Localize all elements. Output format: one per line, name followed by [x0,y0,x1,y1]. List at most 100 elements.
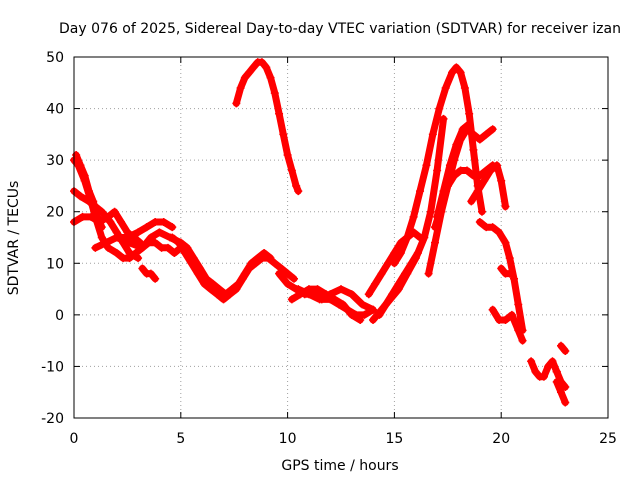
data-point [445,161,454,170]
y-tick-label: -20 [41,411,64,427]
data-point [375,310,384,319]
data-point [313,285,322,294]
data-point [215,285,224,294]
data-point [257,58,266,67]
data-point [104,212,113,221]
data-point [91,243,100,252]
y-tick-label: 40 [46,102,64,118]
data-point [266,73,275,82]
data-point [292,181,301,190]
data-point [287,166,296,175]
data-point [505,254,514,263]
data-point [326,290,335,299]
data-point [240,269,249,278]
data-point [275,269,284,278]
y-tick-label: 30 [46,153,64,169]
data-point [364,290,373,299]
x-axis-label: GPS time / hours [281,458,398,474]
data-point [116,218,125,227]
data-point [176,238,185,247]
data-point [78,212,87,221]
data-point [416,187,425,196]
data-point [80,171,89,180]
data-point [505,269,514,278]
data-point [409,212,418,221]
data-point [544,362,553,371]
data-point [228,285,237,294]
data-point [110,207,119,216]
data-point [439,187,448,196]
y-tick-label: 10 [46,256,64,272]
data-point [146,233,155,242]
data-point [112,233,121,242]
data-point [347,290,356,299]
data-point [514,300,523,309]
data-point [510,274,519,283]
x-tick-label: 5 [176,431,185,447]
data-point [501,202,510,211]
series-arc-20 [433,120,473,221]
data-point [76,192,85,201]
data-point [463,166,472,175]
data-point [488,305,497,314]
data-point [93,212,102,221]
data-point [339,300,348,309]
data-point [388,290,397,299]
y-tick-label: 20 [46,205,64,221]
data-point [394,279,403,288]
data-point [539,372,548,381]
y-tick-label: 0 [55,308,64,324]
data-point [561,383,570,392]
data-point [168,223,177,232]
data-point [315,295,324,304]
data-point [208,279,217,288]
data-point [112,248,121,257]
data-point [151,218,160,227]
data-point [371,279,380,288]
data-point [507,310,516,319]
data-point [514,326,523,335]
data-point [262,63,271,72]
data-point [249,63,258,72]
data-point [475,135,484,144]
data-point [151,238,160,247]
data-point [497,176,506,185]
data-point [146,269,155,278]
data-point [260,248,269,257]
data-point [294,187,303,196]
data-point [527,357,536,366]
data-point [189,254,198,263]
data-point [448,68,457,77]
data-point [381,300,390,309]
data-point [287,295,296,304]
data-point [561,398,570,407]
data-point [163,243,172,252]
data-point [430,223,439,232]
data-point [473,187,482,196]
data-point [89,197,98,206]
data-point [275,109,284,118]
data-point [452,140,461,149]
data-point [561,346,570,355]
chart-title: Day 076 of 2025, Sidereal Day-to-day VTE… [59,21,621,37]
data-point [240,73,249,82]
data-point [501,316,510,325]
data-point [557,377,566,386]
data-point [557,341,566,350]
data-point [279,130,288,139]
data-point [138,243,147,252]
data-point [283,269,292,278]
data-point [420,233,429,242]
data-point [337,285,345,294]
data-point [477,207,486,216]
data-point [458,125,467,134]
data-point [465,109,474,118]
data-point [518,336,527,345]
data-point [196,264,205,273]
data-point [548,357,557,366]
data-point [134,254,143,263]
data-point [356,316,365,325]
data-point [347,310,356,319]
data-point [102,238,111,247]
data-point [407,259,416,268]
